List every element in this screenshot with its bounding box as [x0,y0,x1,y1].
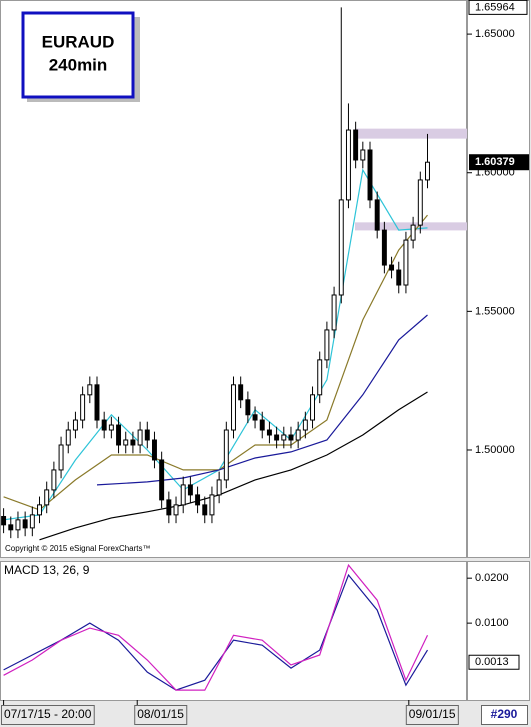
candle-body [94,384,100,421]
candle-body [317,359,323,396]
candle-body [44,489,50,506]
chart-title: EURAUD [42,32,115,51]
candle-body [137,429,143,446]
candle-body [281,434,287,441]
y-tick-label: 0.0100 [475,617,509,629]
candle-body [295,429,301,441]
candle-body [403,239,409,286]
candle-body [245,399,251,416]
candle-body [252,414,258,421]
candle-body [123,439,129,446]
candle-body [202,504,208,516]
candle-body [389,264,395,271]
candle-body [58,444,64,471]
price-axis [467,0,530,558]
candle-body [65,429,71,446]
candle-body [1,516,7,526]
candle-body [345,129,351,201]
zone [355,128,467,139]
x-tick-label: 07/17/15 - 20:00 [4,707,92,721]
candle-body [353,129,359,161]
candle-body [238,384,244,401]
x-tick-label: 08/01/15 [137,707,184,721]
y-tick-label: 1.55000 [475,305,515,317]
candle-body [338,199,344,296]
max-price-label: 1.65964 [475,1,515,13]
candle-body [22,519,28,529]
candle-body [417,179,423,226]
candle-body [37,504,42,516]
chart-subtitle: 240min [49,55,108,74]
candle-body [159,459,165,501]
candle-body [259,419,265,431]
candle-body [187,484,193,496]
macd-axis [467,561,530,701]
macd-title: MACD 13, 26, 9 [4,563,90,577]
candle-body [144,429,150,441]
last-value-box [468,654,520,670]
series-line [39,391,428,541]
macd-pane [0,561,467,701]
candle-body [180,484,186,506]
title-box [21,11,135,99]
series-line [3,573,429,691]
x-tick-box [405,705,459,725]
last-price-label: 1.60379 [475,156,515,168]
candle-body [410,224,416,241]
candle-body [360,149,366,161]
last-value-label: 0.0013 [475,656,509,668]
candle-body [266,429,272,436]
candle-body [195,494,201,506]
candle-body [374,199,380,231]
series-line [3,563,429,691]
candle-body [15,519,21,531]
candle-body [425,161,430,181]
bar-counter: #290 [491,707,518,721]
candle-body [381,229,387,266]
candle-body [8,524,14,531]
candle-body [108,424,114,431]
candle-body [274,434,280,441]
last-price-box [469,154,529,171]
candle-body [130,439,136,446]
y-tick-label: 0.0200 [475,572,509,584]
x-tick-label: 09/01/15 [409,707,456,721]
max-price-box [468,0,528,15]
candle-body [231,384,236,431]
x-tick-box [134,705,188,725]
candle-body [288,434,294,441]
candle-body [396,269,402,286]
candle-body [151,439,157,461]
candle-body [51,469,57,491]
x-tick-box [1,705,95,725]
candle-body [223,429,229,481]
candle-body [331,294,337,331]
candle-body [29,514,35,529]
candle-body [80,394,86,421]
y-tick-label: 1.50000 [475,444,515,456]
candle-body [173,504,179,516]
candle-body [216,479,222,496]
counter-box [481,705,528,725]
candle-body [310,394,316,421]
candle-body [101,419,107,431]
candle-body [116,424,122,446]
y-tick-label: 1.65000 [475,28,515,40]
candle-body [72,419,78,431]
candle-body [324,329,330,361]
candle-body [166,499,172,516]
candle-body [302,419,308,431]
candle-body [87,384,93,396]
copyright: Copyright © 2015 eSignal ForexCharts™ [5,544,151,553]
candle-body [367,149,373,201]
candle-body [209,494,215,516]
series-line [96,314,428,486]
